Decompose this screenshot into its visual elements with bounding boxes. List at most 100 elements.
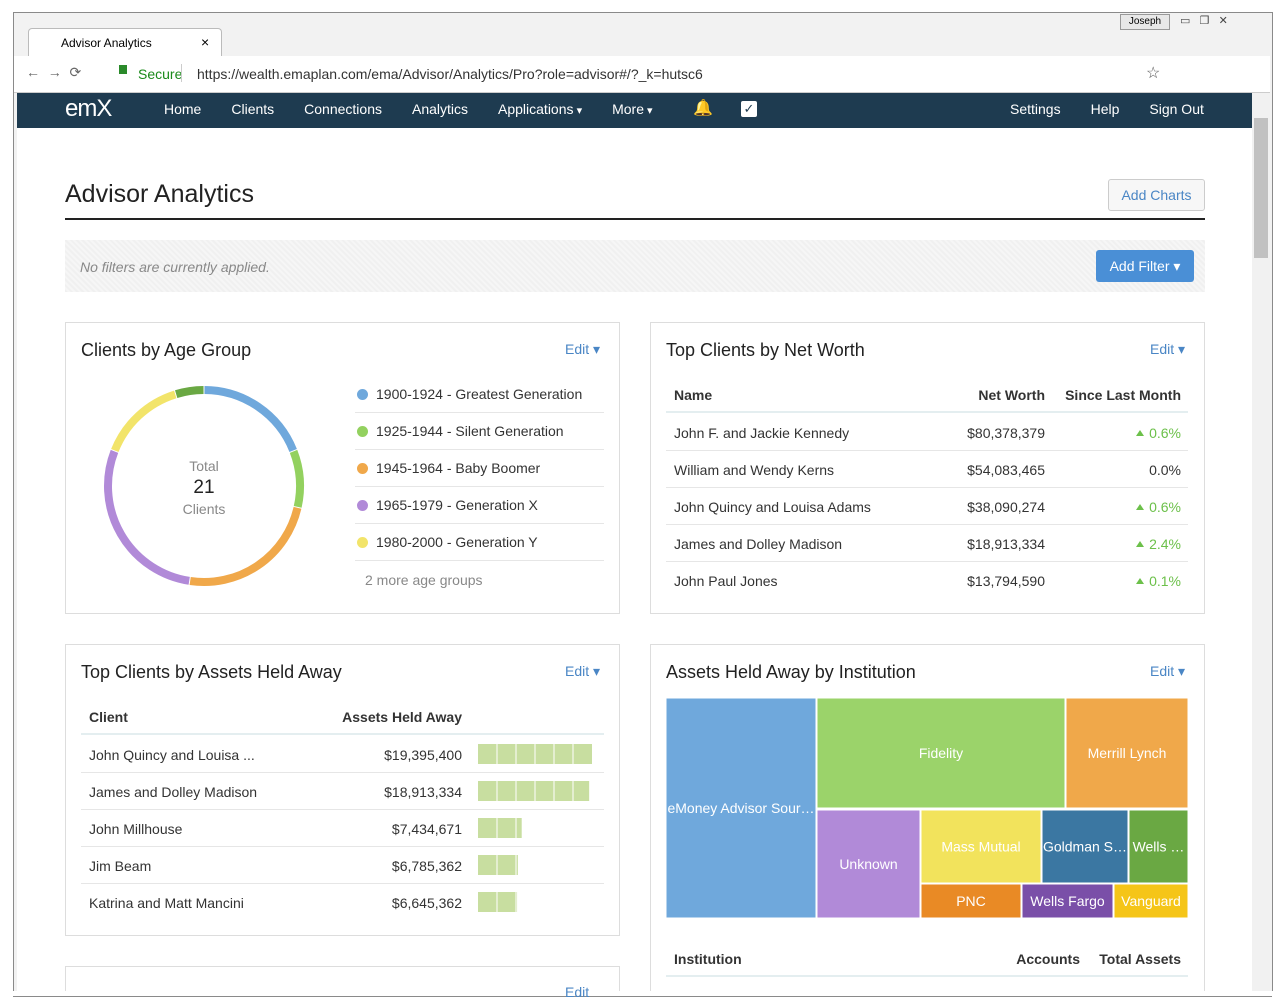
- edit-label[interactable]: Edit: [1150, 341, 1175, 357]
- bottom-edge: [0, 991, 1288, 1004]
- tab[interactable]: Advisor Analytics ×: [28, 28, 222, 57]
- client-name[interactable]: John F. and Jackie Kennedy: [674, 425, 850, 441]
- client-name[interactable]: Katrina and Matt Mancini: [89, 895, 244, 911]
- assets-bar: [478, 855, 518, 875]
- nav-link[interactable]: Sign Out: [1149, 101, 1204, 117]
- treemap-tile: [1128, 809, 1189, 884]
- donut-segment: [111, 390, 177, 453]
- treemap-tile: [1065, 697, 1189, 809]
- legend-label[interactable]: 1925-1944 - Silent Generation: [376, 423, 564, 439]
- page-title: Advisor Analytics: [65, 180, 254, 208]
- table-header: Name: [674, 387, 713, 403]
- table-header: Assets Held Away: [342, 709, 462, 725]
- table-header: Accounts: [1016, 951, 1080, 967]
- edit-link[interactable]: Edit ▾: [565, 663, 600, 680]
- net-worth: $18,913,334: [967, 536, 1045, 552]
- caret: ▾: [573, 105, 583, 117]
- assets-value: $19,395,400: [384, 747, 462, 763]
- edit-label[interactable]: Edit: [1150, 663, 1175, 679]
- logo[interactable]: emX: [65, 95, 112, 122]
- legend-divider: [355, 560, 604, 561]
- age-card: [65, 322, 620, 614]
- nav-link[interactable]: Home: [164, 101, 202, 117]
- net-worth: $13,794,590: [967, 573, 1045, 589]
- client-name[interactable]: John Paul Jones: [674, 573, 778, 589]
- tile-label: Fidelity: [919, 745, 963, 761]
- add-charts-button[interactable]: Add Charts: [1108, 179, 1205, 211]
- edit-link[interactable]: Edit: [565, 984, 590, 1000]
- edit-link[interactable]: Edit ▾: [565, 341, 600, 358]
- legend-label[interactable]: 1900-1924 - Greatest Generation: [376, 386, 583, 402]
- change: 0.0%: [1149, 462, 1181, 478]
- treemap-tile: [816, 809, 921, 919]
- nav-link[interactable]: Settings: [1010, 101, 1061, 117]
- row-divider: [666, 561, 1188, 562]
- legend-label[interactable]: 1980-2000 - Generation Y: [376, 534, 538, 550]
- row-divider: [666, 450, 1188, 451]
- legend-dot: [357, 537, 368, 548]
- donut-caption: Clients: [182, 501, 226, 517]
- scrollbar[interactable]: [1252, 93, 1270, 993]
- nav-link[interactable]: Analytics: [411, 101, 469, 117]
- trend-arrow: [1136, 541, 1144, 547]
- client-name[interactable]: John Millhouse: [89, 821, 183, 837]
- tile-label: Unknown: [839, 856, 897, 872]
- client-name[interactable]: William and Wendy Kerns: [674, 462, 835, 478]
- caret: ▾: [644, 105, 653, 117]
- tab-close[interactable]: ×: [201, 34, 210, 50]
- treemap-tile: [1021, 883, 1114, 919]
- nav-link[interactable]: Help: [1090, 101, 1120, 117]
- nav-link[interactable]: Applications ▾: [498, 101, 583, 117]
- networth-card: [650, 322, 1205, 614]
- net-worth: $54,083,465: [967, 462, 1045, 478]
- nav-link[interactable]: More ▾: [612, 101, 653, 117]
- tasks-icon[interactable]: ✓: [741, 101, 757, 117]
- legend-dot: [357, 463, 368, 474]
- client-name[interactable]: Jim Beam: [89, 858, 152, 874]
- more-groups[interactable]: 2 more age groups: [365, 572, 483, 588]
- tab-title: Advisor Analytics: [61, 36, 152, 50]
- edit-label[interactable]: Edit: [565, 663, 590, 679]
- card-title: Top Clients by Net Worth: [666, 340, 865, 360]
- tile-label: Wells Fargo: [1030, 893, 1105, 909]
- legend-label[interactable]: 1965-1979 - Generation X: [376, 497, 538, 513]
- tile-label: Wells …: [1133, 839, 1185, 855]
- header-rule: [81, 733, 604, 735]
- url[interactable]: https://wealth.emaplan.com/ema/Advisor/A…: [197, 66, 703, 82]
- divider: [181, 64, 182, 82]
- edit-link[interactable]: Edit ▾: [1150, 663, 1185, 680]
- star[interactable]: ☆: [1146, 65, 1161, 82]
- row-divider: [81, 846, 604, 847]
- add-filter-label[interactable]: Add Filter: [1109, 258, 1170, 274]
- row-divider: [666, 487, 1188, 488]
- client-name[interactable]: John Quincy and Louisa ...: [89, 747, 255, 763]
- legend-dot: [357, 500, 368, 511]
- nav-link[interactable]: Clients: [231, 101, 275, 117]
- bell-icon[interactable]: 🔔: [693, 100, 713, 117]
- client-name[interactable]: John Quincy and Louisa Adams: [674, 499, 871, 515]
- change: 2.4%: [1149, 536, 1181, 552]
- nav-right: Settings Help Sign Out: [1010, 101, 1204, 117]
- tile-label: Mass Mutual: [941, 839, 1020, 855]
- client-name[interactable]: James and Dolley Madison: [89, 784, 258, 800]
- table-header: Net Worth: [978, 387, 1045, 403]
- legend-divider: [355, 486, 604, 487]
- nav-link[interactable]: Connections: [304, 101, 382, 117]
- add-filter-button[interactable]: Add Filter ▾: [1096, 250, 1194, 282]
- trend-arrow: [1136, 430, 1144, 436]
- client-name[interactable]: James and Dolley Madison: [674, 536, 843, 552]
- window-bottom: [13, 996, 1272, 997]
- nav-buttons[interactable]: ← → ⟳: [26, 64, 82, 80]
- assets-bar: [478, 781, 590, 801]
- user-badge[interactable]: Joseph: [1120, 14, 1170, 30]
- legend-divider: [355, 412, 604, 413]
- donut-segment: [189, 506, 302, 586]
- caret: ▾: [589, 341, 601, 357]
- edit-link[interactable]: Edit ▾: [1150, 341, 1185, 358]
- window-controls[interactable]: ▭ ❐ ✕: [1180, 15, 1228, 27]
- edit-label[interactable]: Edit: [565, 341, 590, 357]
- row-divider: [81, 772, 604, 773]
- change: 0.1%: [1149, 573, 1181, 589]
- legend-label[interactable]: 1945-1964 - Baby Boomer: [376, 460, 541, 476]
